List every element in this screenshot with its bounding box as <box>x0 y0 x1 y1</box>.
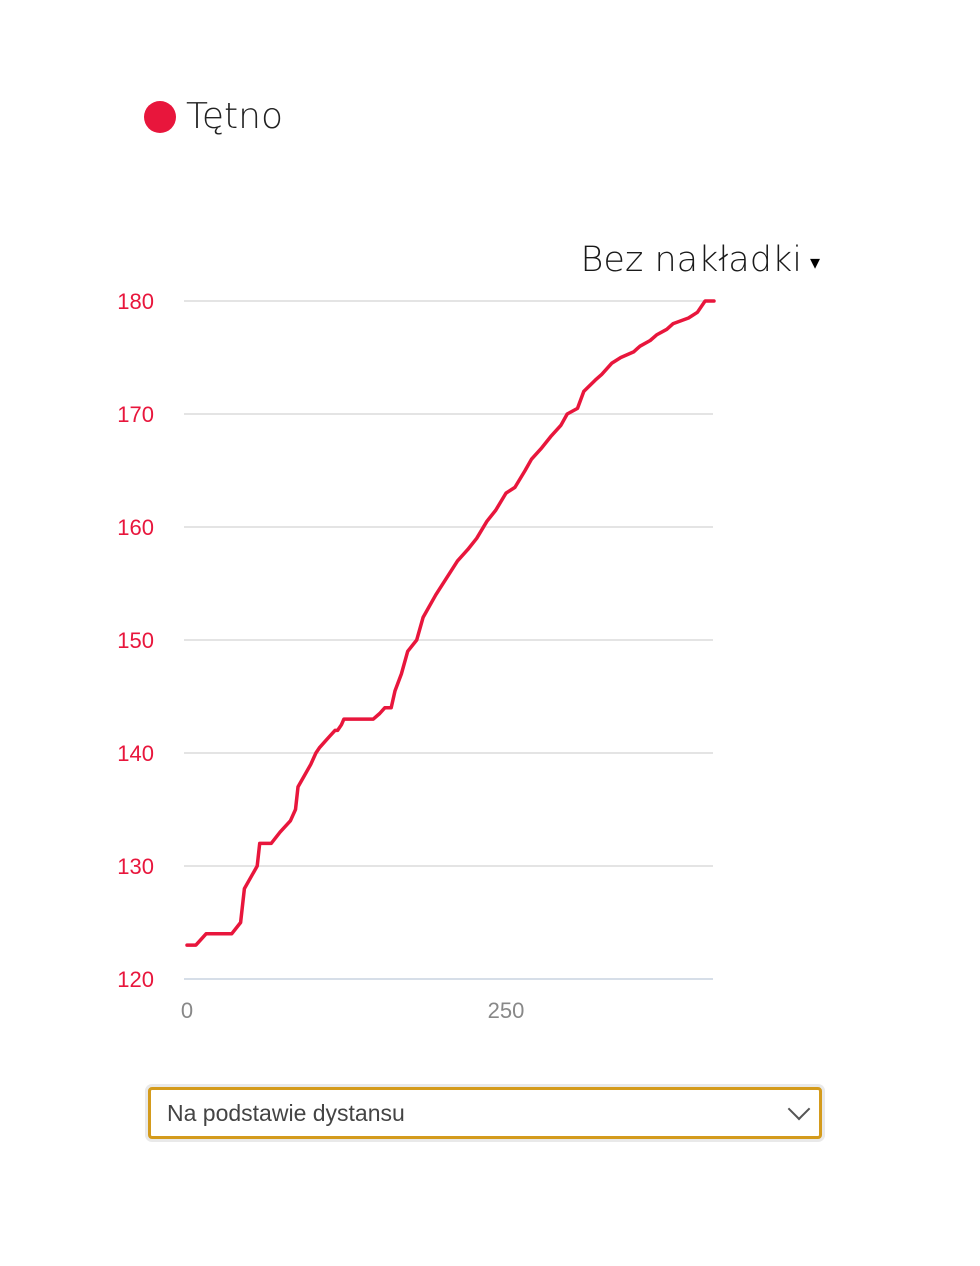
heart-rate-line <box>185 299 716 947</box>
legend-color-dot <box>144 100 176 133</box>
chevron-down-icon <box>787 1097 811 1121</box>
y-tick-label: 170 <box>117 402 154 427</box>
caret-down-icon: ▾ <box>809 251 820 274</box>
mode-select-value: Na podstawie dystansu <box>167 1099 405 1126</box>
y-tick-label: 140 <box>117 741 154 766</box>
y-tick-label: 180 <box>117 289 154 314</box>
x-tick-label: 0 <box>181 998 193 1023</box>
legend-label: Tętno <box>186 96 283 137</box>
grid-lines <box>184 300 713 980</box>
mode-select[interactable]: Na podstawie dystansu <box>148 1087 822 1139</box>
y-tick-label: 160 <box>117 515 154 540</box>
y-tick-label: 120 <box>117 967 154 992</box>
x-tick-label: 250 <box>488 998 525 1023</box>
overlay-dropdown[interactable]: Bez nakładki ▾ <box>581 240 821 280</box>
overlay-label: Bez nakładki <box>580 240 802 280</box>
y-tick-label: 150 <box>117 628 154 653</box>
y-axis-ticks: 120 130 140 150 160 170 180 <box>117 289 154 992</box>
y-tick-label: 130 <box>117 854 154 879</box>
x-axis-ticks: 0 250 <box>181 998 524 1023</box>
chart-legend: Tętno <box>144 96 283 137</box>
series-layer <box>185 299 716 947</box>
